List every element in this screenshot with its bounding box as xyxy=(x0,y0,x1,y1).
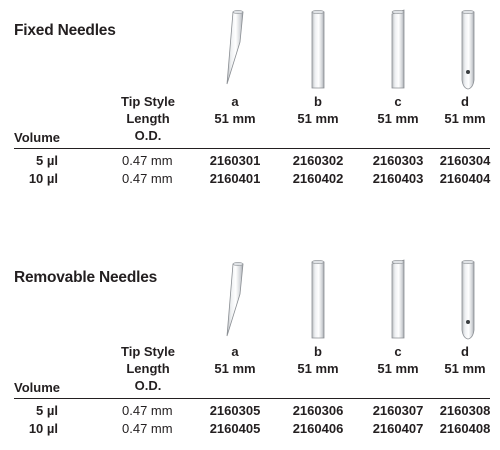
part-number: 2160306 xyxy=(292,403,344,418)
part-number: 2160407 xyxy=(372,421,424,436)
part-number: 2160406 xyxy=(292,421,344,436)
part-number: 2160303 xyxy=(372,153,424,168)
volume-header: Volume xyxy=(14,130,60,145)
part-number: 2160402 xyxy=(292,171,344,186)
column-length-c: 51 mm xyxy=(377,111,419,126)
column-style-b: b xyxy=(314,344,322,359)
od-value: 0.47 mm xyxy=(122,171,173,186)
needle-tip-style-a-icon xyxy=(226,10,244,85)
tip-style-header: Tip Style xyxy=(121,344,175,359)
part-number: 2160403 xyxy=(372,171,424,186)
volume-header: Volume xyxy=(14,380,60,395)
needle-tip-style-b-icon xyxy=(311,10,325,89)
column-style-a: a xyxy=(231,344,239,359)
tip-style-header: Tip Style xyxy=(121,94,175,109)
part-number: 2160302 xyxy=(292,153,344,168)
section-title: Removable Needles xyxy=(14,269,158,286)
column-length-d: 51 mm xyxy=(444,361,486,376)
needle-tip-style-d-icon xyxy=(461,10,475,90)
volume-value: 10 µl xyxy=(28,421,58,436)
part-number: 2160301 xyxy=(209,153,261,168)
column-style-d: d xyxy=(461,94,469,109)
table-divider xyxy=(14,148,490,149)
column-length-a: 51 mm xyxy=(214,111,256,126)
od-value: 0.47 mm xyxy=(122,403,173,418)
volume-value: 5 µl xyxy=(36,403,58,418)
part-number: 2160308 xyxy=(439,403,491,418)
needle-tip-style-a-icon xyxy=(226,262,244,337)
od-value: 0.47 mm xyxy=(122,153,173,168)
length-header: Length xyxy=(126,361,170,376)
od-header: O.D. xyxy=(134,128,162,143)
column-style-a: a xyxy=(231,94,239,109)
needle-tip-style-d-icon xyxy=(461,260,475,340)
table-row: 10 µl 0.47 mm 2160401 2160402 2160403 21… xyxy=(0,171,500,187)
column-length-b: 51 mm xyxy=(297,111,339,126)
needle-tip-style-c-icon xyxy=(391,9,405,89)
column-length-a: 51 mm xyxy=(214,361,256,376)
part-number: 2160405 xyxy=(209,421,261,436)
column-style-b: b xyxy=(314,94,322,109)
column-style-d: d xyxy=(461,344,469,359)
part-number: 2160408 xyxy=(439,421,491,436)
column-length-c: 51 mm xyxy=(377,361,419,376)
table-divider xyxy=(14,398,490,399)
column-length-d: 51 mm xyxy=(444,111,486,126)
part-number: 2160304 xyxy=(439,153,491,168)
section-title: Fixed Needles xyxy=(14,22,116,39)
needle-tip-style-b-icon xyxy=(311,260,325,339)
table-row: 10 µl 0.47 mm 2160405 2160406 2160407 21… xyxy=(0,421,500,437)
column-style-c: c xyxy=(394,344,402,359)
column-length-b: 51 mm xyxy=(297,361,339,376)
part-number: 2160307 xyxy=(372,403,424,418)
od-value: 0.47 mm xyxy=(122,421,173,436)
table-row: 5 µl 0.47 mm 2160305 2160306 2160307 216… xyxy=(0,403,500,419)
needle-tip-style-c-icon xyxy=(391,259,405,339)
part-number: 2160404 xyxy=(439,171,491,186)
volume-value: 10 µl xyxy=(28,171,58,186)
column-style-c: c xyxy=(394,94,402,109)
od-header: O.D. xyxy=(134,378,162,393)
part-number: 2160401 xyxy=(209,171,261,186)
volume-value: 5 µl xyxy=(36,153,58,168)
table-row: 5 µl 0.47 mm 2160301 2160302 2160303 216… xyxy=(0,153,500,169)
part-number: 2160305 xyxy=(209,403,261,418)
length-header: Length xyxy=(126,111,170,126)
